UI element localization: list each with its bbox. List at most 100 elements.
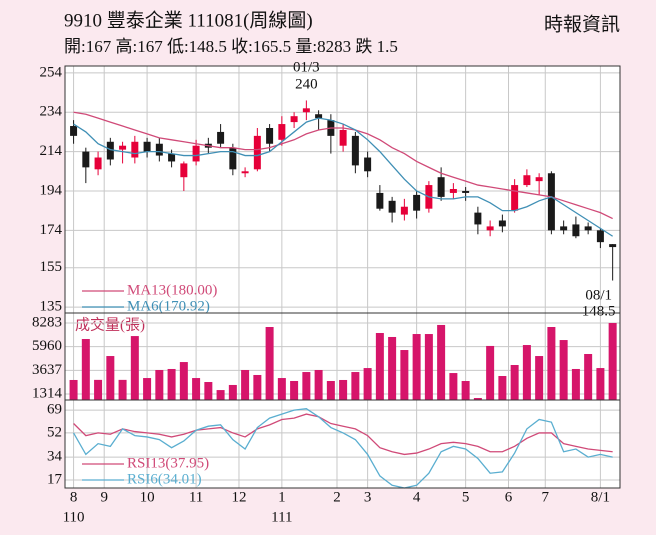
candle-body	[498, 220, 506, 227]
series-line	[73, 408, 613, 489]
volume-bar	[265, 326, 274, 400]
y-tick-label: 1314	[32, 385, 63, 401]
candle-body	[315, 114, 323, 119]
year-label: 110	[63, 509, 85, 525]
y-tick-label: 69	[47, 402, 62, 418]
volume-bar	[498, 376, 507, 400]
volume-bar	[204, 382, 213, 400]
y-tick-label: 234	[40, 104, 63, 120]
year-label: 111	[271, 509, 292, 525]
candle-body	[217, 131, 225, 144]
chart-title: 9910 豐泰企業 111081(周線圖)	[64, 9, 313, 31]
volume-bar	[192, 378, 201, 400]
series-line	[73, 117, 614, 237]
volume-bar	[608, 322, 617, 400]
y-tick-label: 52	[47, 424, 62, 440]
candle-body	[131, 141, 139, 158]
y-tick-label: 214	[40, 143, 63, 159]
candle-body	[400, 206, 408, 215]
candle-body	[376, 192, 384, 209]
y-tick-label: 3637	[32, 362, 63, 378]
volume-bar	[253, 374, 262, 400]
candle-body	[523, 175, 531, 186]
candle-body	[290, 116, 298, 123]
y-tick-label: 17	[47, 471, 63, 487]
annotation: 08/1	[585, 287, 612, 303]
annotation: 240	[295, 76, 318, 92]
x-tick-label: 5	[462, 489, 470, 505]
volume-bar	[167, 368, 176, 400]
candle-body	[253, 135, 261, 170]
volume-bar	[143, 378, 152, 400]
series-line	[73, 413, 613, 456]
volume-bar	[596, 368, 605, 400]
candle-body	[572, 224, 580, 237]
volume-bar	[584, 353, 593, 400]
volume-bar	[81, 339, 90, 400]
volume-bar	[535, 356, 544, 400]
candle-body	[364, 157, 372, 172]
volume-bar	[449, 373, 458, 400]
candle-body	[339, 129, 347, 146]
volume-bar	[510, 365, 519, 400]
y-tick-label: 5960	[32, 338, 62, 354]
volume-bar	[179, 362, 188, 400]
volume-bar	[228, 384, 237, 400]
volume-bar	[375, 333, 384, 400]
series-line	[73, 111, 613, 220]
volume-bar	[547, 326, 556, 400]
y-tick-label: 34	[47, 449, 63, 465]
candle-body	[278, 124, 286, 140]
candle-body	[241, 171, 249, 174]
annotation: 148.5	[582, 303, 616, 319]
x-tick-label: 4	[413, 489, 421, 505]
volume-bar	[437, 324, 446, 400]
candle-body	[449, 189, 457, 193]
candle-body	[192, 145, 200, 162]
x-tick-label: 8/1	[591, 489, 610, 505]
candle-body	[143, 141, 151, 152]
chart-subtitle: 開:167 高:167 低:148.5 收:165.5 量:8283 跌 1.5	[64, 37, 398, 56]
candle-body	[94, 157, 102, 170]
x-tick-label: 6	[505, 489, 513, 505]
y-tick-label: 254	[40, 64, 63, 80]
candle-body	[351, 135, 359, 166]
volume-bar	[412, 334, 421, 400]
legend-label: MA13(180.00)	[127, 282, 217, 298]
candle-body	[119, 145, 127, 150]
candle-body	[413, 194, 421, 211]
candle-body	[437, 177, 445, 197]
legend-label: MA6(170.92)	[127, 298, 210, 314]
candle-body	[511, 185, 519, 211]
candle-body	[609, 244, 617, 248]
candle-body	[302, 108, 310, 113]
y-tick-label: 194	[40, 182, 63, 198]
legend-label: RSI6(34.01)	[127, 471, 202, 487]
x-tick-label: 11	[189, 489, 203, 505]
volume-bar	[571, 368, 580, 400]
volume-bar	[130, 336, 139, 400]
volume-bar	[314, 369, 323, 400]
y-tick-label: 155	[40, 259, 63, 275]
volume-bar	[106, 356, 115, 400]
candle-body	[474, 212, 482, 225]
volume-bar	[424, 334, 433, 400]
source: 時報資訊	[544, 13, 620, 35]
volume-bar	[351, 372, 360, 400]
volume-bar	[94, 379, 103, 400]
x-tick-label: 8	[70, 489, 78, 505]
volume-bar	[461, 380, 470, 400]
y-tick-label: 174	[40, 222, 63, 238]
volume-bar	[69, 379, 78, 400]
legend-label: RSI13(37.95)	[127, 455, 209, 471]
volume-bar	[277, 378, 286, 400]
candle-body	[266, 127, 274, 144]
x-tick-label: 7	[542, 489, 550, 505]
x-tick-label: 3	[364, 489, 372, 505]
candle-body	[388, 200, 396, 213]
x-tick-label: 10	[140, 489, 155, 505]
volume-bar	[339, 379, 348, 400]
candle-body	[584, 226, 592, 231]
x-tick-label: 2	[333, 489, 341, 505]
candle-body	[168, 153, 176, 162]
